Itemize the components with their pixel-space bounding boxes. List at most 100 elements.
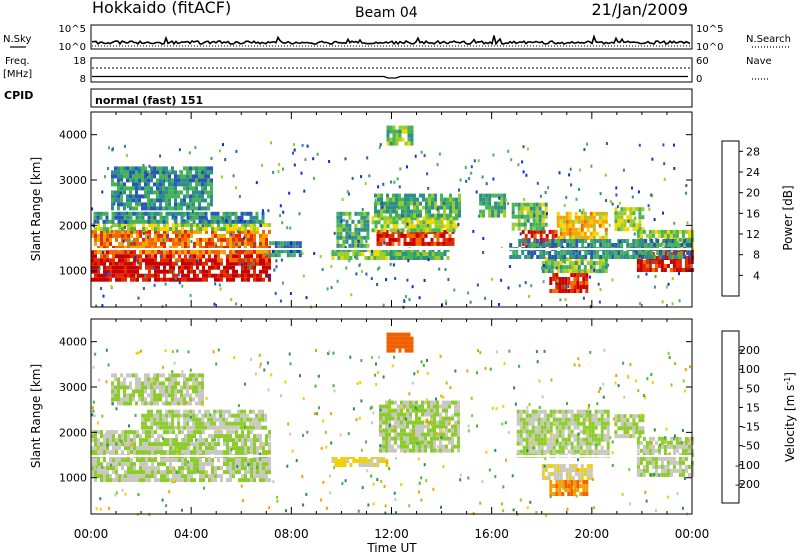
data-cell: [129, 211, 133, 216]
data-cell: [567, 429, 571, 434]
data-cell: [247, 450, 250, 455]
data-cell: [151, 261, 154, 266]
data-cell: [135, 211, 139, 216]
data-cell: [268, 446, 271, 451]
data-cell: [207, 174, 210, 179]
data-cell: [603, 433, 607, 438]
data-cell: [192, 397, 195, 402]
data-cell: [564, 425, 568, 430]
data-cell: [124, 470, 127, 475]
data-cell: [521, 241, 525, 246]
data-cell: [543, 433, 547, 438]
data-cell: [165, 206, 168, 211]
data-cell: [571, 269, 575, 274]
data-cell: [386, 137, 390, 142]
data-cell: [289, 253, 293, 258]
data-cell: [165, 194, 168, 199]
data-cell: [268, 265, 271, 270]
data-cell: [202, 438, 205, 443]
data-cell: [178, 249, 181, 254]
speckle: [288, 191, 291, 195]
speckle: [423, 279, 426, 282]
data-cell: [394, 412, 397, 417]
data-cell: [160, 470, 163, 475]
data-cell: [403, 432, 406, 437]
data-cell: [201, 211, 205, 216]
data-cell: [540, 417, 544, 422]
data-cell: [358, 252, 362, 256]
data-cell: [521, 229, 525, 234]
data-cell: [576, 445, 580, 450]
speckle: [144, 274, 146, 278]
data-cell: [157, 450, 160, 455]
data-cell: [532, 218, 536, 223]
data-cell: [568, 227, 572, 232]
data-cell: [214, 249, 217, 254]
data-cell: [201, 198, 204, 203]
speckle: [127, 243, 130, 247]
speckle: [492, 153, 495, 157]
data-cell: [425, 209, 428, 214]
data-cell: [268, 241, 272, 246]
data-cell: [433, 428, 436, 433]
data-cell: [336, 227, 340, 232]
data-cell: [123, 389, 126, 394]
data-cell: [527, 243, 531, 247]
data-cell: [226, 277, 229, 282]
data-cell: [217, 474, 220, 479]
data-cell: [528, 433, 532, 438]
data-cell: [614, 251, 618, 255]
data-cell: [183, 198, 186, 203]
data-cell: [171, 182, 174, 187]
data-cell: [559, 269, 563, 274]
data-cell: [552, 441, 556, 446]
data-cell: [250, 474, 253, 479]
data-cell: [410, 129, 414, 134]
data-cell: [659, 243, 663, 247]
data-cell: [573, 289, 577, 293]
data-cell: [407, 256, 411, 260]
data-cell: [115, 273, 118, 278]
data-cell: [566, 243, 570, 247]
data-cell: [129, 393, 132, 398]
data-cell: [241, 227, 244, 232]
speckle: [110, 285, 113, 289]
data-cell: [527, 251, 531, 255]
data-cell: [674, 255, 678, 259]
speckle: [458, 188, 460, 192]
data-cell: [440, 252, 444, 256]
data-cell: [686, 243, 690, 247]
data-cell: [573, 281, 577, 285]
data-cell: [410, 141, 414, 146]
station-title: Hokkaido (fitACF): [92, 0, 231, 17]
data-cell: [157, 466, 160, 471]
speckle: [312, 157, 315, 161]
data-cell: [232, 438, 235, 443]
data-cell: [412, 237, 416, 242]
data-cell: [117, 211, 121, 216]
data-cell: [611, 251, 615, 255]
data-cell: [425, 252, 429, 256]
data-cell: [421, 241, 425, 246]
data-cell: [392, 193, 395, 198]
data-cell: [174, 425, 178, 430]
data-cell: [174, 182, 177, 187]
data-cell: [249, 219, 253, 224]
data-cell: [386, 336, 390, 341]
data-cell: [159, 409, 163, 414]
speckle: [91, 207, 94, 211]
data-cell: [250, 223, 253, 228]
data-cell: [522, 445, 526, 450]
data-cell: [205, 462, 208, 467]
data-cell: [136, 233, 139, 238]
data-cell: [592, 223, 596, 228]
data-cell: [385, 428, 388, 433]
data-cell: [558, 488, 562, 492]
data-cell: [174, 178, 177, 183]
data-cell: [229, 229, 232, 234]
data-cell: [136, 265, 139, 270]
data-cell: [141, 174, 144, 179]
data-cell: [127, 434, 130, 439]
data-cell: [139, 229, 142, 234]
speckle: [582, 296, 585, 300]
